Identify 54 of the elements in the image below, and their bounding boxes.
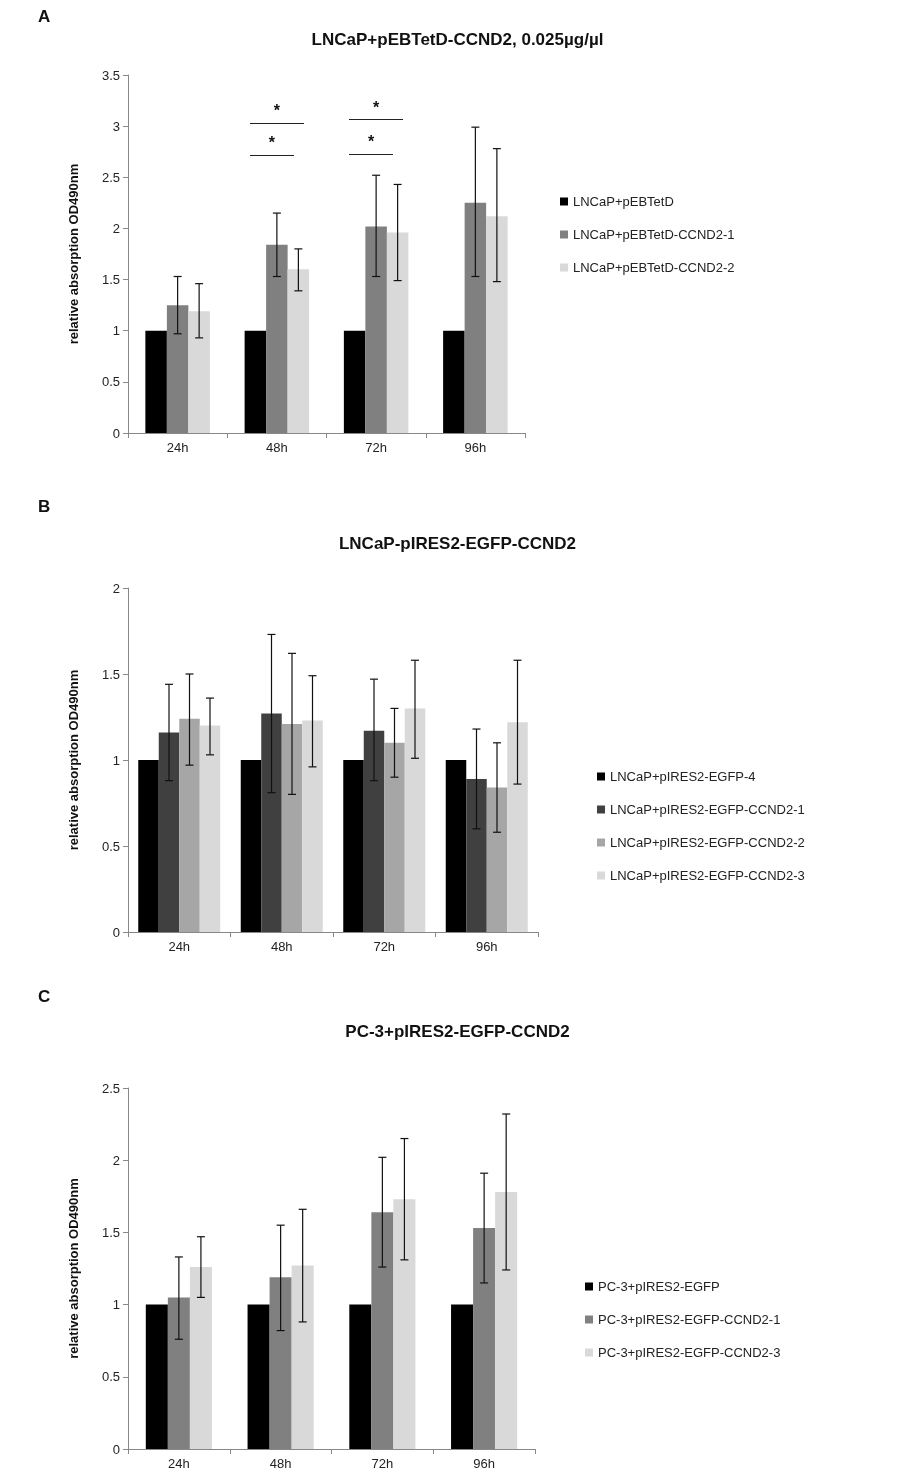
x-tick-label: 96h — [475, 939, 498, 954]
x-tick-label: 96h — [464, 440, 487, 455]
chart-title: PC-3+pIRES2-EGFP-CCND2 — [345, 1022, 570, 1041]
legend-label: LNCaP+pEBTetD-CCND2-2 — [573, 260, 735, 275]
y-tick-label: 0 — [112, 1441, 120, 1457]
legend-label: LNCaP+pIRES2-EGFP-CCND2-2 — [610, 835, 805, 850]
y-tick-label: 0.5 — [101, 838, 120, 854]
x-tick-label: 72h — [373, 939, 396, 954]
y-tick-label: 2.5 — [101, 169, 120, 185]
y-tick-label: 3.5 — [101, 67, 120, 83]
y-tick-label: 0.5 — [101, 1369, 120, 1385]
y-tick-label: 1 — [112, 752, 120, 768]
x-tick-label: 48h — [269, 1456, 292, 1471]
annotation: * — [273, 102, 281, 120]
y-tick-label: 2.5 — [101, 1080, 120, 1096]
x-tick-label: 72h — [371, 1456, 394, 1471]
legend-label: PC-3+pIRES2-EGFP-CCND2-3 — [598, 1345, 781, 1360]
text: C — [38, 987, 51, 1006]
x-tick-label: 24h — [168, 939, 191, 954]
legend-label: LNCaP+pIRES2-EGFP-CCND2-1 — [610, 802, 805, 817]
y-tick-label: 1 — [112, 1297, 120, 1313]
legend-label: LNCaP+pIRES2-EGFP-4 — [610, 769, 756, 784]
x-tick-label: 96h — [473, 1456, 495, 1471]
y-tick-label: 2 — [112, 220, 120, 236]
annotation: * — [368, 133, 376, 151]
annotation: * — [373, 98, 381, 116]
y-axis-title: relative absorption OD490nm — [66, 163, 81, 345]
x-tick-label: 48h — [270, 939, 293, 954]
x-tick-label: 24h — [168, 1456, 190, 1471]
y-tick-label: 0 — [112, 924, 120, 940]
legend-label: LNCaP+pEBTetD-CCND2-1 — [573, 227, 735, 242]
y-tick-label: 3 — [112, 118, 120, 134]
legend-label: LNCaP+pEBTetD — [573, 194, 674, 209]
x-tick-label: 24h — [166, 440, 189, 455]
y-axis-title: relative absorption OD490nm — [66, 1178, 81, 1359]
y-tick-label: 1.5 — [101, 1224, 120, 1240]
text: B — [38, 497, 51, 516]
legend-label: PC-3+pIRES2-EGFP-CCND2-1 — [598, 1312, 781, 1327]
legend-label: PC-3+pIRES2-EGFP — [598, 1279, 720, 1294]
x-tick-label: 72h — [365, 440, 387, 455]
chart-title: LNCaP+pEBTetD-CCND2, 0.025µg/µl — [311, 30, 604, 49]
y-tick-label: 1.5 — [101, 272, 120, 288]
legend-label: LNCaP+pIRES2-EGFP-CCND2-3 — [610, 868, 805, 883]
text: A — [38, 7, 51, 26]
y-tick-label: 0.5 — [101, 374, 120, 390]
chart-title: LNCaP-pIRES2-EGFP-CCND2 — [338, 534, 577, 553]
x-tick-label: 48h — [266, 440, 288, 455]
annotation: * — [268, 134, 276, 152]
y-tick-label: 2 — [112, 1152, 120, 1168]
y-tick-label: 0 — [112, 425, 120, 441]
y-axis-title: relative absorption OD490nm — [66, 669, 81, 851]
y-tick-label: 1 — [112, 323, 120, 339]
y-tick-label: 1.5 — [101, 666, 120, 682]
y-tick-label: 2 — [112, 580, 120, 596]
